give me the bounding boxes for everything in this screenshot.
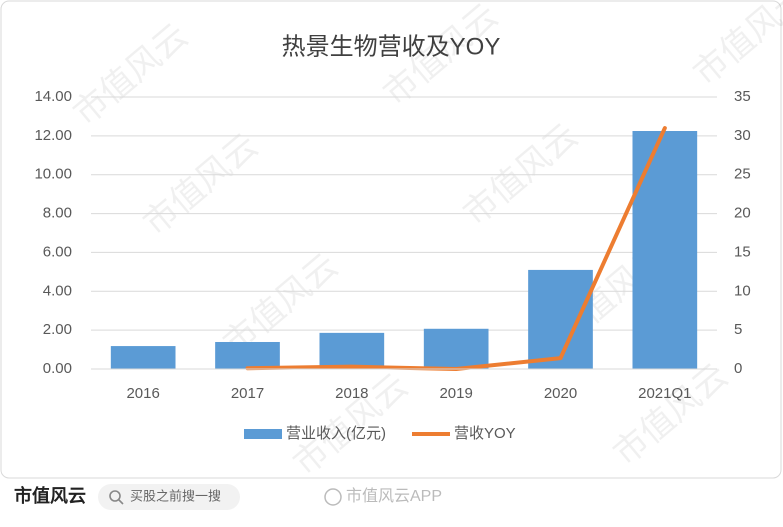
- y-tick-label: 10.00: [34, 166, 72, 183]
- y2-tick-label: 25: [734, 166, 751, 183]
- y2-tick-label: 35: [734, 88, 751, 105]
- y2-tick-label: 5: [734, 321, 742, 338]
- search-icon: [118, 499, 124, 505]
- legend-swatch: [244, 429, 282, 439]
- y2-tick-label: 20: [734, 205, 751, 222]
- bar: [215, 341, 280, 369]
- y-tick-label: 0.00: [43, 360, 72, 377]
- bar: [528, 269, 593, 369]
- legend-label: 营业收入(亿元): [286, 425, 386, 442]
- bar: [110, 346, 176, 369]
- weibo-handle: 市值风云APP: [346, 487, 442, 505]
- bar: [632, 131, 698, 369]
- x-tick-label: 2017: [231, 385, 264, 402]
- x-tick-label: 2019: [439, 385, 472, 402]
- y-tick-label: 2.00: [43, 321, 72, 338]
- chart-title: 热景生物营收及YOY: [282, 33, 501, 60]
- bar: [423, 328, 489, 369]
- weibo-icon: [324, 488, 342, 506]
- y2-tick-label: 0: [734, 360, 742, 377]
- footer-logo: 市值风云: [14, 485, 86, 506]
- search-box[interactable]: [98, 484, 240, 510]
- y-tick-label: 6.00: [43, 243, 72, 260]
- x-tick-label: 2021Q1: [638, 385, 691, 402]
- search-icon: [109, 490, 121, 502]
- y2-tick-label: 30: [734, 127, 751, 144]
- search-text[interactable]: 买股之前搜一搜: [130, 488, 221, 503]
- y-tick-label: 12.00: [34, 127, 72, 144]
- y2-tick-label: 10: [734, 282, 751, 299]
- y-tick-label: 8.00: [43, 205, 72, 222]
- y2-tick-label: 15: [734, 243, 751, 260]
- x-tick-label: 2016: [126, 385, 159, 402]
- x-tick-label: 2018: [335, 385, 368, 402]
- footer: 市值风云 买股之前搜一搜 市值风云APP: [14, 484, 442, 510]
- y-tick-label: 4.00: [43, 282, 72, 299]
- bar: [319, 332, 385, 369]
- y-tick-label: 14.00: [34, 88, 72, 105]
- legend-label: 营收YOY: [454, 425, 516, 442]
- x-tick-label: 2020: [544, 385, 577, 402]
